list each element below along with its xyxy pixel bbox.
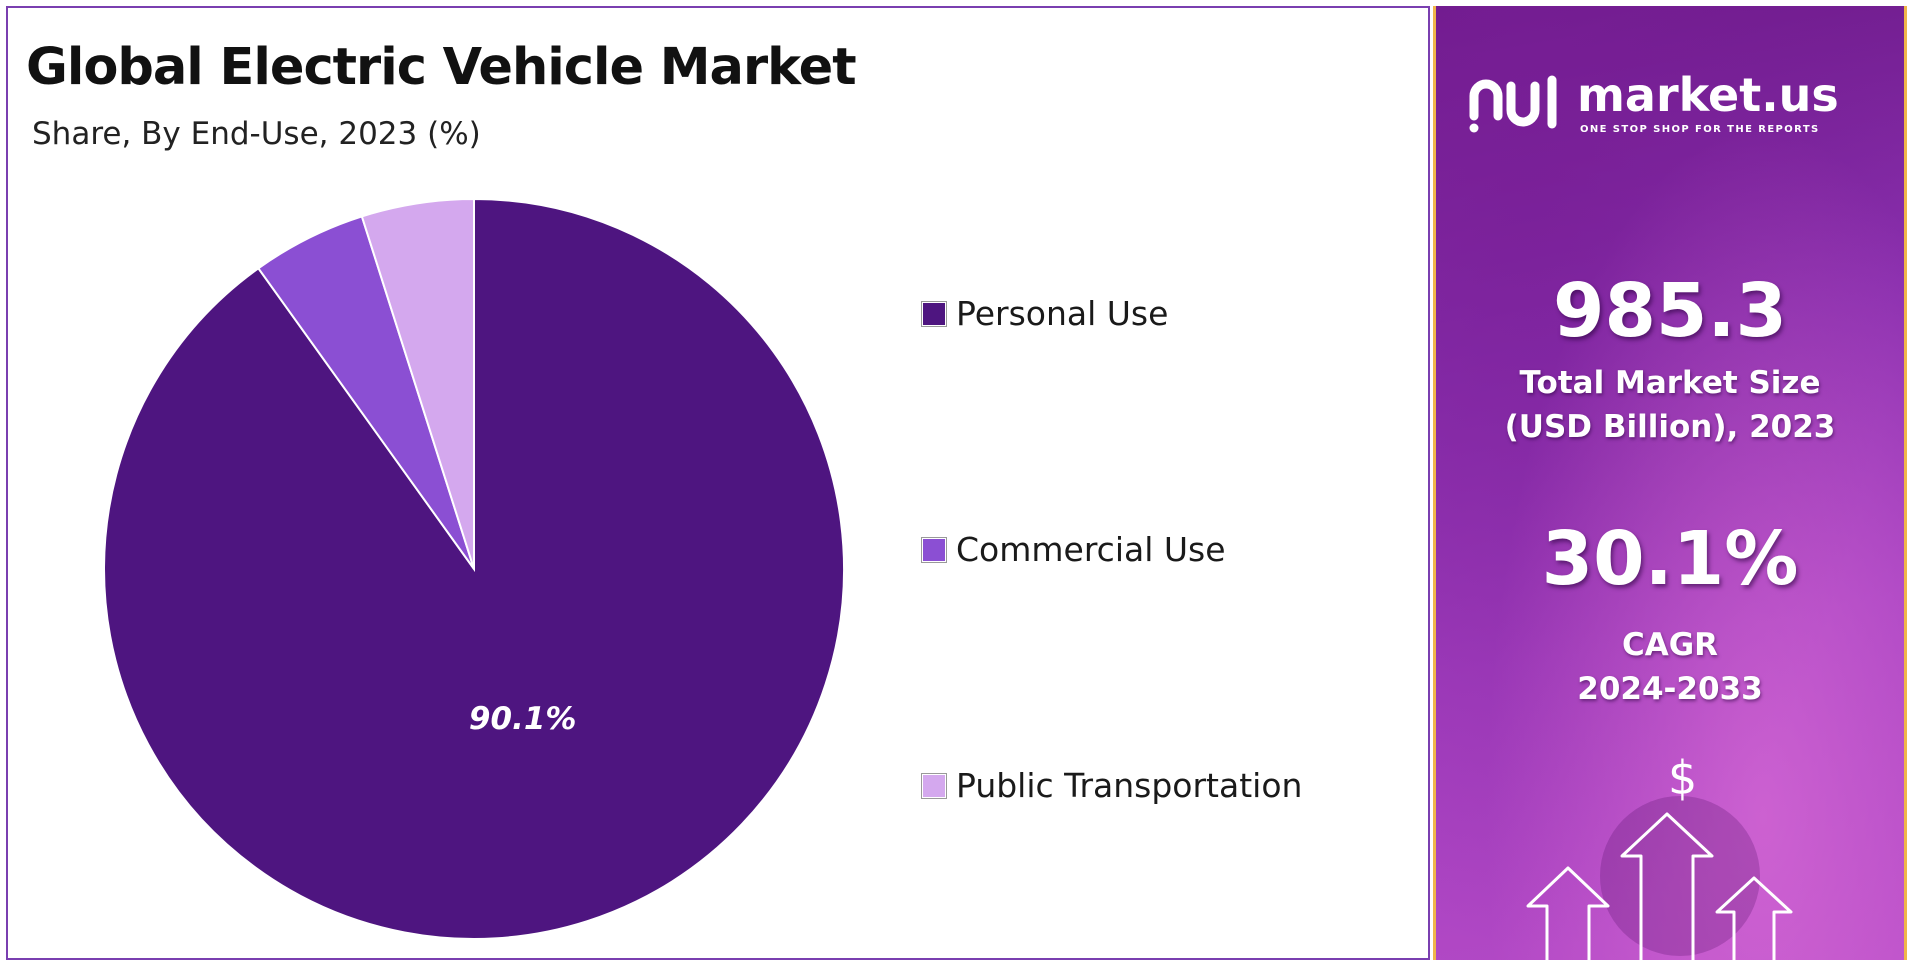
cagr-label: CAGR 2024-2033 bbox=[1436, 623, 1904, 711]
legend-swatch bbox=[921, 772, 947, 799]
market-size-value: 985.3 bbox=[1552, 268, 1788, 354]
pie-slice-public-transportation bbox=[360, 197, 475, 570]
market-size-label-line1: Total Market Size bbox=[1519, 365, 1821, 401]
legend-label: Personal Use bbox=[956, 294, 1169, 333]
legend-label: Commercial Use bbox=[956, 530, 1226, 569]
dollar-icon: $ bbox=[1668, 751, 1697, 805]
legend-item: Personal Use bbox=[921, 294, 1169, 333]
legend-swatch bbox=[921, 536, 947, 563]
rising-arrows-icon: $ bbox=[1526, 751, 1793, 960]
pie-data-label: 90.1% bbox=[469, 701, 577, 737]
market-size-label: Total Market Size (USD Billion), 2023 bbox=[1436, 361, 1904, 449]
legend-swatch bbox=[921, 300, 947, 327]
info-panel: market.us ONE STOP SHOP FOR THE REPORTS … bbox=[1433, 6, 1907, 960]
cagr-value: 30.1% bbox=[1541, 516, 1799, 602]
pie-slices bbox=[103, 197, 845, 940]
pie-data-labels: 90.1% bbox=[469, 701, 577, 737]
cagr-label-line1: CAGR bbox=[1621, 627, 1719, 663]
brand-name: market.us bbox=[1577, 68, 1839, 122]
chart-subtitle: Share, By End-Use, 2023 (%) bbox=[32, 116, 481, 152]
pie-chart: 90.1% bbox=[103, 197, 845, 940]
brand-tagline: ONE STOP SHOP FOR THE REPORTS bbox=[1580, 124, 1820, 135]
chart-panel: Global Electric Vehicle Market Share, By… bbox=[6, 6, 1430, 960]
legend-item: Public Transportation bbox=[921, 766, 1303, 805]
legend-label: Public Transportation bbox=[956, 766, 1303, 805]
brand-logo: market.us ONE STOP SHOP FOR THE REPORTS bbox=[1436, 64, 1904, 144]
cagr-label-line2: 2024-2033 bbox=[1577, 671, 1763, 707]
legend-item: Commercial Use bbox=[921, 530, 1226, 569]
chart-title: Global Electric Vehicle Market bbox=[26, 38, 857, 97]
market-us-logo-icon bbox=[1469, 75, 1557, 133]
market-size-label-line2: (USD Billion), 2023 bbox=[1504, 409, 1836, 445]
